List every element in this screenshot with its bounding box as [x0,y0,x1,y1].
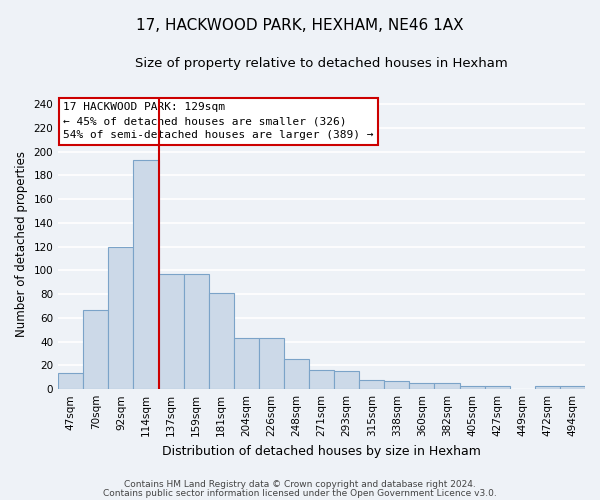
Y-axis label: Number of detached properties: Number of detached properties [15,150,28,336]
Text: 17, HACKWOOD PARK, HEXHAM, NE46 1AX: 17, HACKWOOD PARK, HEXHAM, NE46 1AX [136,18,464,32]
Bar [535,386,560,389]
Bar [560,386,585,389]
Bar [409,383,434,389]
Bar [485,386,510,389]
X-axis label: Distribution of detached houses by size in Hexham: Distribution of detached houses by size … [162,444,481,458]
Bar [109,246,133,389]
Bar [158,274,184,389]
Bar [83,310,109,389]
Bar [359,380,385,389]
Title: Size of property relative to detached houses in Hexham: Size of property relative to detached ho… [135,58,508,70]
Bar [133,160,158,389]
Bar [334,372,359,389]
Text: 17 HACKWOOD PARK: 129sqm
← 45% of detached houses are smaller (326)
54% of semi-: 17 HACKWOOD PARK: 129sqm ← 45% of detach… [64,102,374,141]
Text: Contains public sector information licensed under the Open Government Licence v3: Contains public sector information licen… [103,488,497,498]
Bar [184,274,209,389]
Bar [209,293,234,389]
Text: Contains HM Land Registry data © Crown copyright and database right 2024.: Contains HM Land Registry data © Crown c… [124,480,476,489]
Bar [309,370,334,389]
Bar [58,372,83,389]
Bar [460,386,485,389]
Bar [434,383,460,389]
Bar [259,338,284,389]
Bar [284,360,309,389]
Bar [385,381,409,389]
Bar [234,338,259,389]
